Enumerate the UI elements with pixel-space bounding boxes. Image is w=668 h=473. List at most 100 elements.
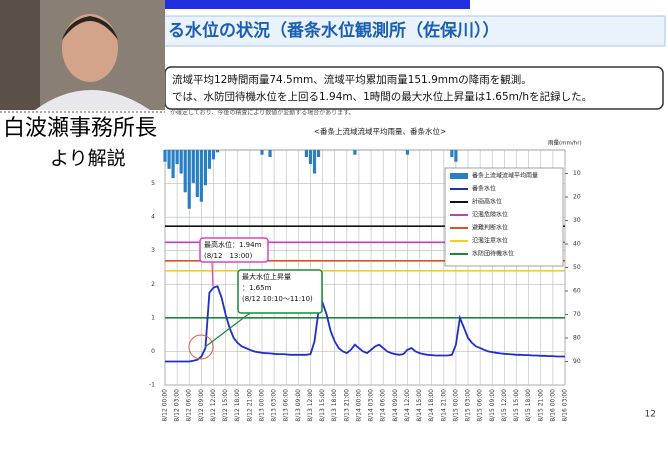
video-background [0,0,40,110]
legend [444,167,564,267]
y-tick-label: 2 [151,281,155,288]
rain-bar [179,150,183,174]
rain-bar [308,150,313,165]
y2-tick-label: 90 [573,358,581,365]
legend-label: 番条水位 [472,185,496,193]
rain-bar [191,150,195,183]
rain-bar [304,150,309,158]
legend-label: 番条上流域流域平均雨量 [472,172,538,180]
rain-bar [211,150,216,160]
rain-bar [183,150,187,193]
x-tick-label: 8/15 21:00 [537,389,544,422]
speaker-name: 白波瀬事務所長 [3,116,157,141]
x-tick-label: 8/15 06:00 [477,389,484,422]
x-tick-label: 8/12 09:00 [198,389,205,422]
x-tick-label: 8/12 15:00 [222,389,229,422]
slide-title: る水位の状況（番条水位観測所（佐保川）） [168,20,500,41]
annotation-box [199,237,269,263]
x-tick-label: 8/13 00:00 [258,389,265,422]
y2-axis-label: 雨量(mm/hr) [548,140,582,147]
x-tick-label: 8/15 18:00 [525,389,532,422]
x-tick-label: 8/14 12:00 [404,389,411,422]
x-tick-label: 8/12 03:00 [174,389,181,422]
rain-bar [312,150,317,174]
rain-bar [260,150,264,155]
y-tick-label: 0 [151,348,155,355]
note: が確定しており、今後の精査により数値が変動する場合があります。 [170,109,355,117]
summary-line: では、水防団待機水位を上回る1.94m、1時間の最大水位上昇量は1.65m/hを… [172,90,592,103]
x-tick-label: 8/12 06:00 [186,389,193,422]
annotation-text: (8/12 10:10〜11:10) [242,295,313,303]
rain-bar [454,150,458,162]
video-overlay [0,0,165,110]
legend-label: 計画高水位 [472,198,502,206]
annotation-box [237,269,323,314]
rain-bar [203,150,208,186]
highlight-circle [188,334,214,360]
legend-swatch [450,173,468,179]
caption-bg [0,111,165,141]
y2-tick-label: 70 [573,311,581,318]
rain-bar [163,150,167,162]
x-tick-label: 8/14 00:00 [355,389,362,422]
x-tick-label: 8/15 15:00 [513,389,520,422]
x-tick-label: 8/12 21:00 [246,389,253,422]
legend-label: 氾濫注意水位 [472,237,508,245]
x-tick-label: 8/12 18:00 [234,389,241,422]
x-tick-label: 8/15 03:00 [465,389,472,422]
water-level-line [165,285,565,363]
speaker-caption: より解説 [50,148,126,170]
x-tick-label: 8/14 09:00 [392,389,399,422]
title-box [159,15,666,47]
rain-bar [215,150,220,153]
x-tick-label: 8/12 12:00 [210,389,217,422]
x-tick-label: 8/16 03:00 [562,389,569,422]
rain-bar [167,150,171,169]
rain-bar [353,150,357,155]
x-tick-label: 8/13 03:00 [271,389,278,422]
x-tick-label: 8/13 18:00 [331,389,338,422]
x-tick-label: 8/13 06:00 [283,389,290,422]
rain-bar [195,150,199,197]
x-tick-label: 8/12 00:00 [162,389,169,422]
x-tick-label: 8/14 15:00 [416,389,423,422]
x-tick-label: 8/15 00:00 [452,389,459,422]
page-number: 12 [645,410,656,420]
x-tick-label: 8/14 21:00 [440,389,447,422]
rain-bar [199,150,203,202]
y2-tick-label: 50 [573,264,581,271]
shirt [35,90,150,110]
y2-tick-label: 60 [573,288,581,295]
y-tick-label: 1 [151,314,155,321]
x-tick-label: 8/14 03:00 [368,389,375,422]
annotation-text: 最大水位上昇量 [242,272,291,281]
y-tick-label: 3 [151,247,155,254]
annotation-leader [211,261,214,287]
face [62,14,118,82]
y2-tick-label: 40 [573,241,581,248]
y2-tick-label: 20 [573,194,581,201]
x-tick-label: 8/14 18:00 [428,389,435,422]
y2-tick-label: 10 [573,170,581,177]
x-tick-label: 8/16 00:00 [549,389,556,422]
y-tick-label: 4 [151,214,155,221]
x-tick-label: 8/13 21:00 [343,389,350,422]
y2-tick-label: 80 [573,335,581,342]
rain-bar [268,150,272,158]
hair [62,16,118,40]
rain-bar [207,150,212,169]
annotation-text: (8/12 13:00) [204,252,253,260]
annotation-text: 最高水位：1.94m [204,240,262,249]
rain-bar [450,150,454,158]
x-tick-label: 8/15 12:00 [501,389,508,422]
y2-tick-label: 30 [573,217,581,224]
rain-bar [405,150,410,155]
annotation-text: ：1.65m [242,284,272,292]
x-tick-label: 8/13 12:00 [307,389,314,422]
y-tick-label: 5 [151,180,155,187]
legend-label: 避難判断水位 [472,224,508,232]
x-tick-label: 8/13 09:00 [295,389,302,422]
legend-label: 氾濫危険水位 [472,211,508,219]
rain-bar [175,150,179,165]
legend-label: 水防団待機水位 [472,250,514,258]
